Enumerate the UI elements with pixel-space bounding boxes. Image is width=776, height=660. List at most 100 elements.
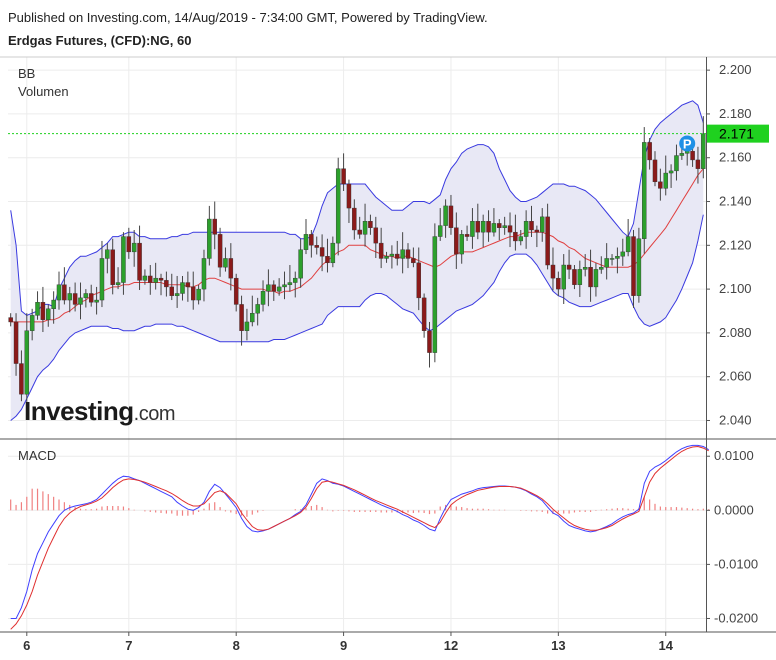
candle: [325, 238, 330, 273]
candle-body: [545, 216, 550, 266]
candle-body: [534, 229, 540, 233]
candle-body: [287, 282, 293, 285]
candle-body: [459, 234, 464, 255]
macd-tick-label: -0.0100: [714, 556, 758, 571]
candle-body: [593, 269, 599, 288]
candle-body: [582, 267, 588, 270]
candle: [121, 232, 126, 295]
candle-body: [384, 256, 389, 259]
candle: [636, 227, 642, 303]
candle: [556, 271, 561, 297]
candle: [153, 262, 158, 290]
candle-body: [480, 221, 486, 233]
candle: [99, 240, 105, 308]
candle: [695, 146, 701, 184]
candle: [593, 262, 599, 297]
bollinger-bands: [10, 100, 704, 421]
candle-body: [523, 221, 529, 237]
candle: [384, 251, 389, 263]
candle: [427, 321, 432, 368]
chart-title: Erdgas Futures, (CFD):NG, 60: [8, 33, 192, 48]
candle: [13, 313, 19, 376]
candle: [239, 295, 244, 346]
candle-body: [276, 286, 282, 292]
candle-body: [250, 312, 255, 323]
candle-body: [8, 317, 13, 323]
bb-upper-line: [10, 100, 704, 316]
chart-frame: [0, 56, 776, 633]
candle: [303, 219, 309, 255]
candle: [486, 210, 491, 242]
candle: [83, 289, 89, 308]
logo-brand: Investing: [24, 396, 134, 426]
candle-body: [67, 293, 72, 301]
candle-body: [62, 284, 67, 301]
price-tick-label: 2.200: [719, 62, 752, 77]
published-info: Published on Investing.com, 14/Aug/2019 …: [8, 10, 488, 25]
candlestick-series: [8, 116, 706, 410]
candle-body: [395, 253, 400, 259]
candle: [604, 243, 609, 280]
candle: [437, 208, 443, 241]
candle: [126, 227, 132, 259]
candle: [8, 313, 13, 327]
candle-body: [448, 205, 454, 228]
candle-body: [201, 258, 207, 290]
candle-body: [298, 249, 303, 279]
candle: [207, 205, 212, 266]
candle-body: [604, 258, 609, 268]
candle: [35, 291, 40, 320]
candle: [443, 199, 448, 238]
candle: [416, 247, 421, 311]
candle: [228, 243, 234, 291]
candle-body: [373, 227, 379, 244]
candle-body: [642, 142, 647, 239]
price-legend-item: BB: [18, 66, 35, 81]
candle: [620, 238, 626, 266]
price-tick-label: 2.140: [719, 194, 752, 209]
candle-body: [497, 223, 502, 228]
candle-body: [260, 291, 266, 305]
candle-body: [620, 251, 626, 257]
candle: [534, 225, 540, 248]
candle: [314, 236, 319, 255]
price-legend-item: Volumen: [18, 84, 69, 99]
candle-body: [293, 277, 298, 283]
candle-body: [228, 258, 234, 279]
candle-body: [314, 245, 319, 248]
candle-body: [647, 142, 652, 161]
candle-body: [588, 267, 593, 288]
candle: [158, 273, 164, 296]
candle: [148, 265, 153, 295]
x-tick-label: 12: [444, 638, 458, 653]
candle: [497, 219, 502, 241]
candle-body: [266, 284, 271, 292]
candle-body: [212, 218, 217, 235]
p-marker: [679, 135, 696, 152]
macd-tick-label: 0.0000: [714, 502, 754, 517]
candle-body: [255, 304, 260, 314]
candle: [599, 256, 604, 274]
candle: [405, 243, 411, 269]
candle: [513, 214, 518, 251]
candle-body: [491, 223, 497, 233]
macd-tick-label: -0.0200: [714, 610, 758, 625]
candle-body: [78, 297, 83, 305]
candle-body: [190, 286, 196, 301]
candle: [352, 199, 357, 240]
p-marker-label: P: [683, 136, 692, 151]
price-tick-label: 2.120: [719, 237, 752, 252]
candle-body: [174, 293, 180, 296]
candle-body: [239, 304, 244, 331]
candle: [201, 249, 207, 302]
candle-body: [405, 249, 411, 259]
candle: [668, 164, 674, 188]
candle-body: [271, 284, 277, 292]
candle: [110, 238, 115, 295]
axes: 2.200 2.180 2.160 2.140 2.120 2.100 2.080 2.060…: [23, 62, 758, 653]
candle-body: [153, 277, 158, 283]
candle-body: [636, 238, 642, 296]
investing-logo: Investing.com: [24, 396, 175, 426]
candle: [480, 214, 486, 248]
